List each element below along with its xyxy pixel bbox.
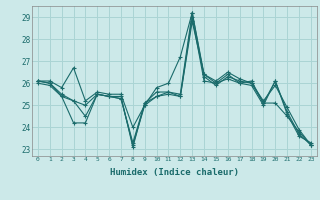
X-axis label: Humidex (Indice chaleur): Humidex (Indice chaleur) [110,168,239,177]
